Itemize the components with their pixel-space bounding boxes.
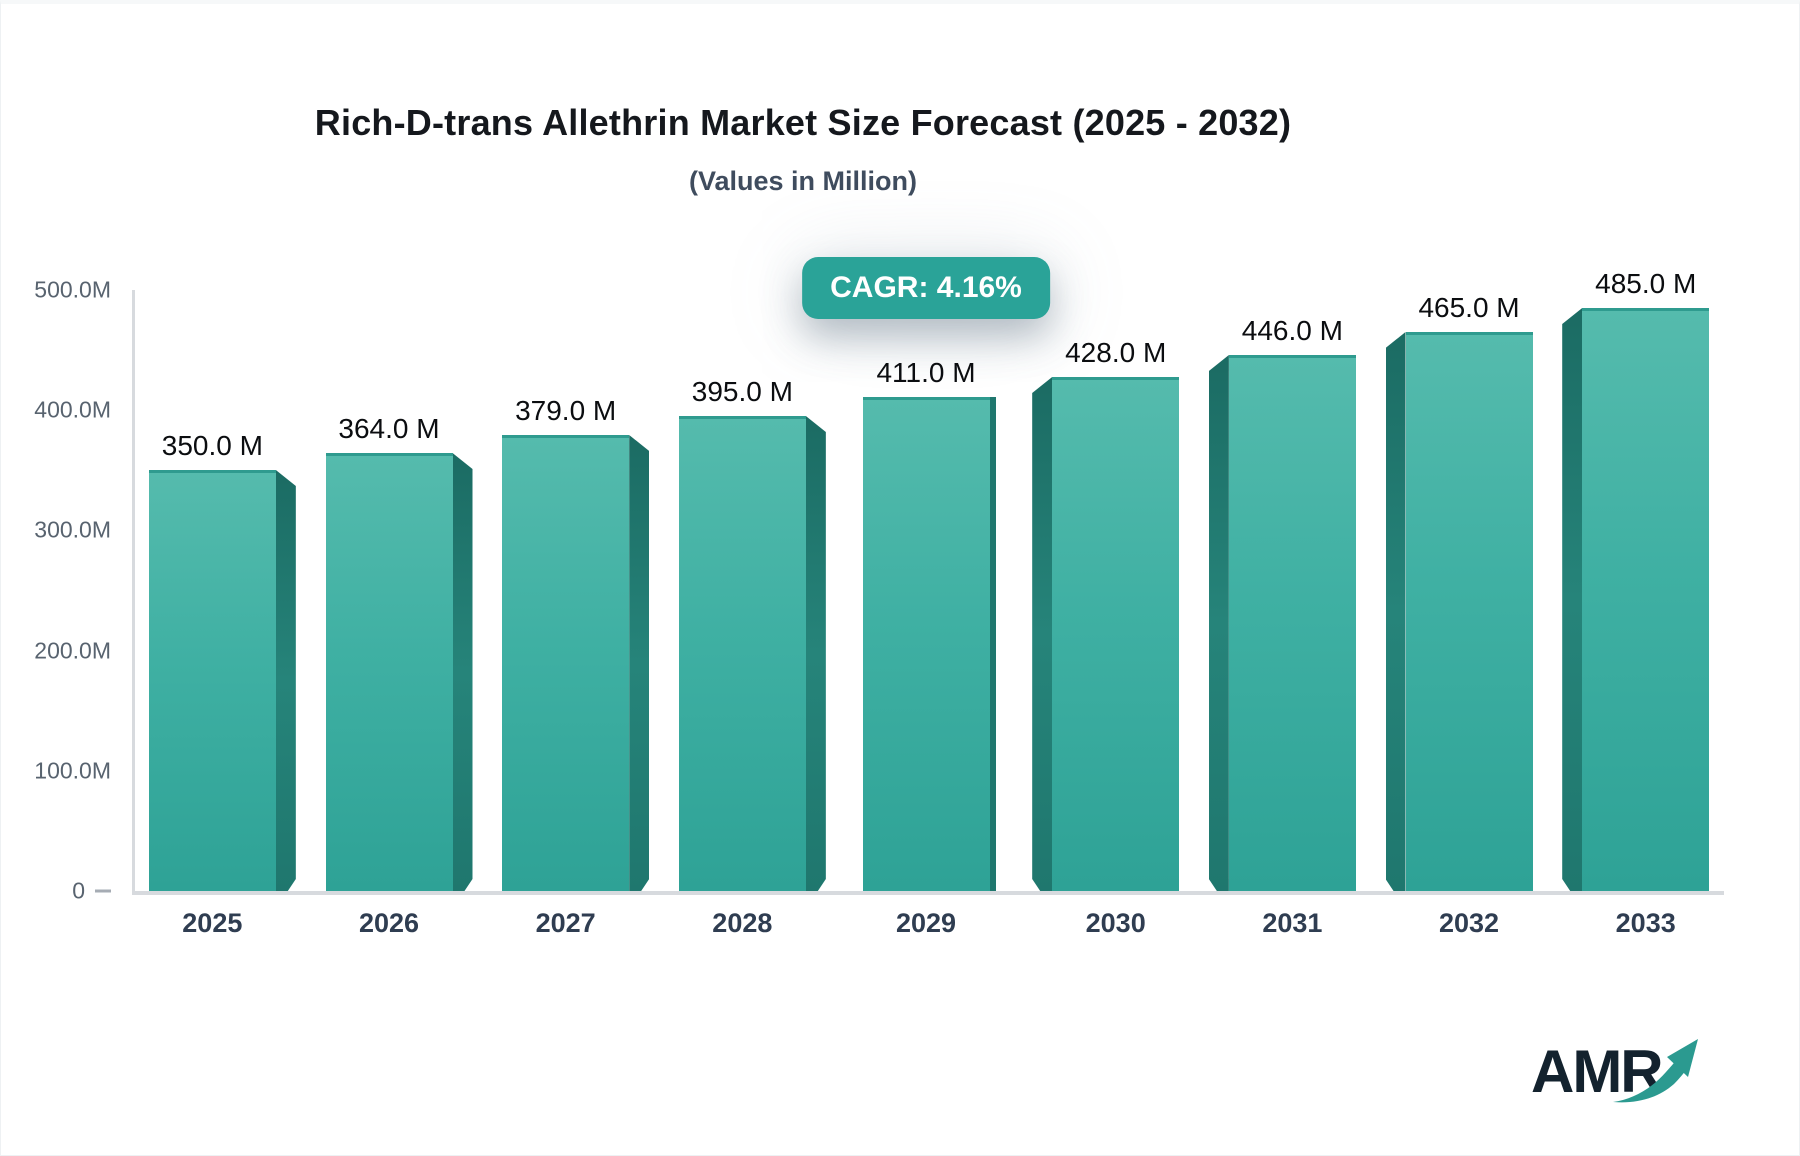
y-axis-tick-label: 300.0M bbox=[34, 516, 111, 543]
bar-side-shadow bbox=[453, 453, 473, 891]
y-axis-tick-label: 400.0M bbox=[34, 396, 111, 423]
y-axis: 500.0M 400.0M 300.0M 200.0M 100.0M 0 bbox=[1, 277, 113, 904]
y-axis-tick-label: 100.0M bbox=[34, 757, 111, 784]
bar: 379.0 M 2027 bbox=[502, 395, 649, 938]
y-axis-tick: 400.0M bbox=[1, 397, 111, 424]
chart-subtitle: (Values in Million) bbox=[688, 166, 918, 196]
bar-column: 428.0 M 2030 bbox=[1017, 290, 1194, 938]
zero-tick-mark bbox=[95, 889, 111, 893]
bar-column: 379.0 M 2027 bbox=[487, 290, 664, 938]
x-axis-label: 2027 bbox=[535, 908, 596, 938]
x-axis-label: 2026 bbox=[358, 908, 420, 938]
y-axis-tick: 500.0M bbox=[1, 277, 111, 304]
y-axis-tick-label: 500.0M bbox=[34, 276, 111, 303]
x-axis-label: 2030 bbox=[1085, 908, 1146, 938]
bar-face: 395.0 M 2028 bbox=[678, 376, 806, 938]
bar-value-label: 428.0 M bbox=[1065, 337, 1167, 368]
chart-title: Rich-D-trans Allethrin Market Size Forec… bbox=[314, 102, 1292, 143]
y-axis-tick-label: 200.0M bbox=[34, 637, 111, 664]
bar: 428.0 M 2030 bbox=[1032, 337, 1180, 938]
bar-face: 364.0 M 2026 bbox=[325, 413, 453, 938]
bar-value-label: 379.0 M bbox=[515, 395, 617, 426]
bar: 485.0 M 2033 bbox=[1562, 268, 1710, 938]
bar-side-shadow bbox=[989, 397, 996, 891]
x-axis-label: 2025 bbox=[182, 908, 243, 938]
bar-face: 485.0 M 2033 bbox=[1582, 268, 1710, 938]
bar-column: 485.0 M 2033 bbox=[1547, 268, 1724, 938]
x-axis-label: 2032 bbox=[1438, 908, 1500, 938]
y-axis-tick: 300.0M bbox=[1, 517, 111, 544]
bar-column: 395.0 M 2028 bbox=[664, 290, 841, 938]
bar-face: 428.0 M 2030 bbox=[1052, 337, 1180, 938]
bar: 364.0 M 2026 bbox=[325, 413, 473, 938]
bar-column: 411.0 M 2029 bbox=[841, 290, 1018, 938]
bar-side-shadow bbox=[629, 435, 649, 891]
bar: 411.0 M 2029 bbox=[862, 357, 996, 938]
bar-side-shadow bbox=[1032, 377, 1052, 891]
bar-value-label: 395.0 M bbox=[691, 376, 793, 407]
bar-face: 465.0 M 2032 bbox=[1405, 292, 1533, 938]
bar-side-shadow bbox=[1209, 355, 1229, 891]
bar-value-label: 364.0 M bbox=[338, 413, 440, 444]
cagr-badge: CAGR: 4.16% bbox=[802, 257, 1050, 319]
bar-side-shadow bbox=[1562, 308, 1582, 891]
bar-value-label: 465.0 M bbox=[1418, 292, 1520, 323]
x-axis-label: 2028 bbox=[712, 908, 773, 938]
bar-face: 379.0 M 2027 bbox=[502, 395, 630, 938]
amr-logo-graphic: AMR bbox=[1531, 1038, 1698, 1105]
bar-side-shadow bbox=[1386, 332, 1406, 891]
y-axis-tick: 100.0M bbox=[1, 758, 111, 785]
bar-side-shadow bbox=[806, 416, 826, 891]
bar: 350.0 M 2025 bbox=[148, 430, 296, 938]
x-axis-label: 2031 bbox=[1262, 908, 1323, 938]
logo-growth-arrow-icon bbox=[1613, 1039, 1698, 1103]
bar-value-label: 411.0 M bbox=[876, 357, 976, 388]
bar-value-label: 350.0 M bbox=[161, 430, 263, 461]
bar: 465.0 M 2032 bbox=[1386, 292, 1533, 938]
bar-face: 446.0 M 2031 bbox=[1228, 315, 1356, 938]
x-axis-label: 2029 bbox=[895, 908, 957, 938]
y-axis-tick: 200.0M bbox=[1, 638, 111, 665]
bar-column: 364.0 M 2026 bbox=[311, 290, 488, 938]
bar-value-label: 485.0 M bbox=[1595, 268, 1697, 299]
plot-area: 350.0 M 2025 364.0 M 2026 379.0 M 2027 395.0 M… bbox=[134, 268, 1724, 938]
bar-face: 350.0 M 2025 bbox=[148, 430, 276, 938]
bar-column: 465.0 M 2032 bbox=[1371, 290, 1548, 938]
x-axis-label: 2033 bbox=[1615, 908, 1676, 938]
x-axis-baseline bbox=[132, 891, 1724, 895]
y-axis-tick: 0 bbox=[1, 878, 111, 905]
bar-value-label: 446.0 M bbox=[1241, 315, 1343, 346]
bar-column: 446.0 M 2031 bbox=[1194, 290, 1371, 938]
bar: 395.0 M 2028 bbox=[678, 376, 826, 938]
bar-side-shadow bbox=[276, 470, 296, 891]
bar-column: 350.0 M 2025 bbox=[134, 290, 311, 938]
y-axis-tick-label: 0 bbox=[72, 877, 85, 904]
amr-logo: AMR bbox=[1529, 1032, 1729, 1132]
bar: 446.0 M 2031 bbox=[1209, 315, 1356, 938]
y-axis-line bbox=[132, 290, 135, 895]
bar-face: 411.0 M 2029 bbox=[862, 357, 990, 938]
